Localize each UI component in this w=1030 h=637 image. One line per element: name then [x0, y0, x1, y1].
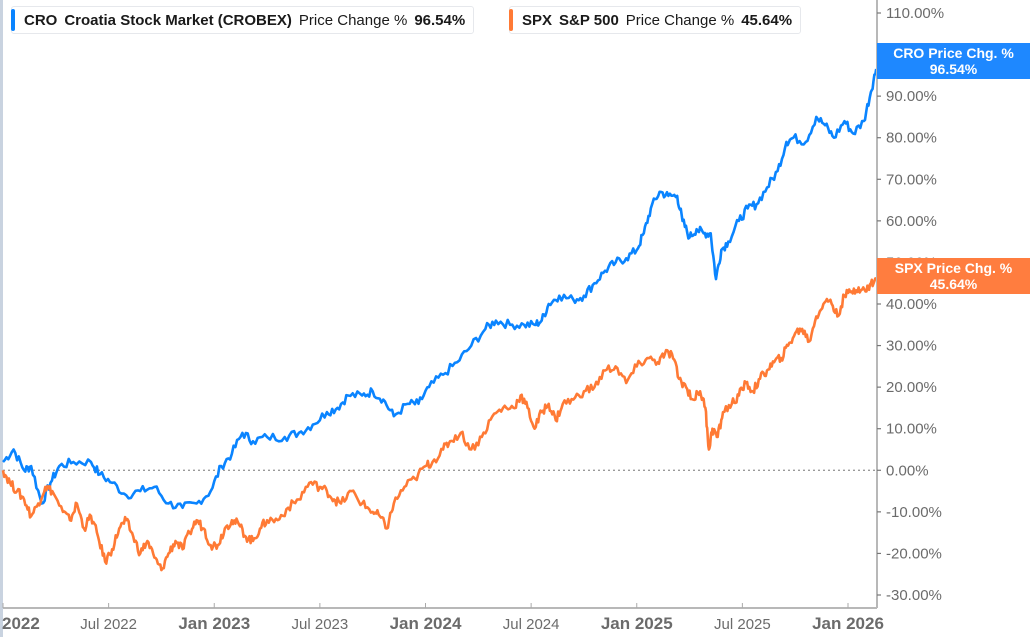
- cro-flag-value: 96.54%: [929, 60, 978, 77]
- y-tick-label: 0.00%: [886, 462, 929, 479]
- y-tick-label: 30.00%: [886, 338, 937, 355]
- y-tick-label: 60.00%: [886, 213, 937, 230]
- y-tick-label: 40.00%: [886, 296, 937, 313]
- legend-spx-value: 45.64%: [741, 11, 793, 29]
- x-tick-label: Jan 2023: [178, 614, 250, 633]
- y-tick-label: 90.00%: [886, 88, 937, 105]
- cro-last-value-flag: CRO Price Chg. % 96.54%: [877, 42, 1030, 79]
- x-tick-label: Jul 2023: [292, 616, 349, 633]
- cro-series-line: [2, 68, 878, 510]
- legend-cro-value: 96.54%: [414, 11, 466, 29]
- legend-item-cro[interactable]: CRO Croatia Stock Market (CROBEX) Price …: [11, 6, 475, 34]
- legend-spx-ticker: SPX: [522, 11, 553, 29]
- y-tick-label: 70.00%: [886, 171, 937, 188]
- cro-flag-label: CRO Price Chg. %: [893, 44, 1014, 61]
- series-lines: [1, 68, 878, 572]
- y-tick-label: -20.00%: [886, 545, 942, 562]
- x-tick-label: Jul 2022: [80, 616, 137, 633]
- x-tick-label: 2022: [2, 614, 40, 633]
- x-axis-ticks: 2022 Jul 2022 Jan 2023 Jul 2023 Jan 2024 Jul …: [2, 603, 884, 633]
- spx-series-line: [1, 277, 878, 572]
- cro-color-swatch: [11, 9, 15, 31]
- legend-cro-metric: Price Change %: [298, 11, 408, 29]
- spx-flag-value: 45.64%: [929, 275, 978, 292]
- y-axis-ticks: 110.00%100.00%90.00%80.00%70.00%60.00%50…: [877, 5, 945, 604]
- y-tick-label: 110.00%: [886, 5, 944, 22]
- y-tick-label: -30.00%: [886, 587, 942, 604]
- legend-spx-metric: Price Change %: [625, 11, 735, 29]
- legend-spx-name: S&P 500: [559, 11, 619, 29]
- y-tick-label: 20.00%: [886, 379, 937, 396]
- x-tick-label: Jan 2025: [601, 614, 673, 633]
- spx-flag-label: SPX Price Chg. %: [894, 259, 1013, 276]
- spx-color-swatch: [509, 9, 513, 31]
- y-tick-label: -10.00%: [886, 504, 942, 521]
- y-tick-label: 10.00%: [886, 421, 937, 438]
- legend-cro-name: Croatia Stock Market (CROBEX): [64, 11, 292, 29]
- spx-last-value-flag: SPX Price Chg. % 45.64%: [877, 257, 1030, 294]
- left-panel-edge: [0, 0, 3, 637]
- x-tick-label: Jul 2024: [503, 616, 560, 633]
- x-tick-label: Jul 2025: [714, 616, 771, 633]
- x-tick-label: Jan 2026: [812, 614, 884, 633]
- legend-item-spx[interactable]: SPX S&P 500 Price Change % 45.64%: [509, 6, 802, 34]
- y-tick-label: 80.00%: [886, 130, 937, 147]
- x-tick-label: Jan 2024: [390, 614, 462, 633]
- legend-cro-ticker: CRO: [24, 11, 58, 29]
